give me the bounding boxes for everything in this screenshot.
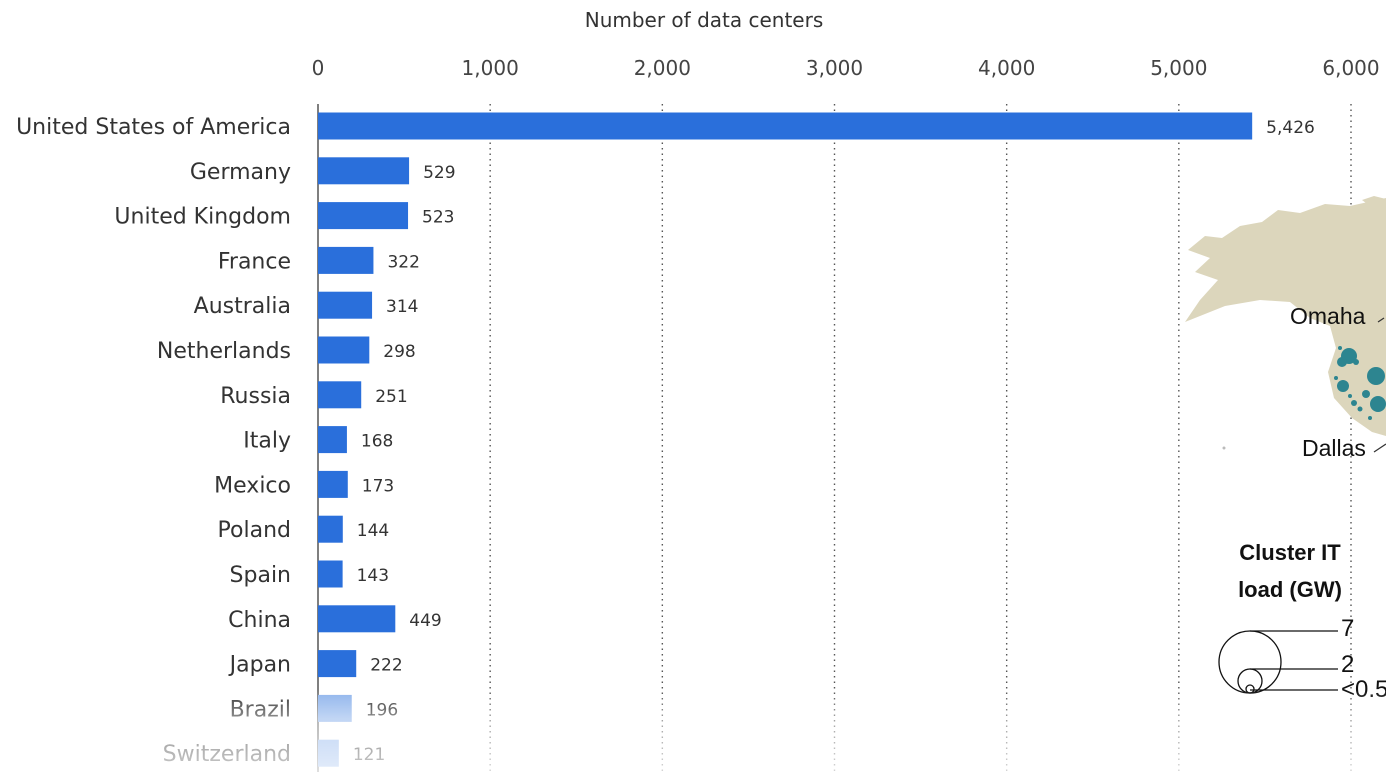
x-tick-label: 3,000 xyxy=(806,56,863,80)
value-label: 222 xyxy=(370,656,402,676)
data-center-cluster-dots xyxy=(1334,346,1386,420)
legend-title-line2: load (GW) xyxy=(1238,577,1342,602)
category-label: Japan xyxy=(228,653,291,678)
x-tick-label: 6,000 xyxy=(1322,56,1379,80)
value-label: 5,426 xyxy=(1266,118,1315,138)
value-label: 314 xyxy=(386,297,418,317)
x-tick-label: 5,000 xyxy=(1150,56,1207,80)
dallas-leader-line xyxy=(1373,443,1386,453)
category-label: Switzerland xyxy=(163,742,291,767)
cluster-dot xyxy=(1362,390,1370,398)
bar xyxy=(318,291,373,319)
bar xyxy=(318,694,352,722)
x-tick-label: 0 xyxy=(312,56,325,80)
category-label: United States of America xyxy=(16,115,291,140)
category-label: Russia xyxy=(220,384,291,409)
bar xyxy=(318,381,362,409)
category-label: Italy xyxy=(243,429,291,454)
cluster-dot xyxy=(1367,367,1385,385)
x-tick-label: 4,000 xyxy=(978,56,1035,80)
value-label: 449 xyxy=(409,611,441,631)
cluster-dot xyxy=(1337,380,1349,392)
bar xyxy=(318,515,343,543)
legend-value-7: 7 xyxy=(1341,615,1354,642)
x-axis-ticks: 0 1,000 2,000 3,000 4,000 5,000 6,000 xyxy=(312,56,1380,80)
cluster-dot xyxy=(1370,396,1386,412)
bars: United States of America 5,426 Germany 529 U… xyxy=(16,112,1315,767)
bar xyxy=(318,560,343,588)
bar xyxy=(318,202,409,230)
city-label-omaha: Omaha xyxy=(1290,303,1366,329)
x-tick-label: 2,000 xyxy=(634,56,691,80)
bar xyxy=(318,739,339,767)
map-island xyxy=(1362,196,1386,206)
x-axis-title: Number of data centers xyxy=(585,8,824,32)
map-inset: Omaha Dallas Cluster IT load (GW) 7 2 <0… xyxy=(1185,196,1386,703)
bar xyxy=(318,426,347,454)
category-label: Poland xyxy=(218,518,291,543)
value-label: 322 xyxy=(387,252,419,272)
category-label: Australia xyxy=(194,294,291,319)
value-label: 251 xyxy=(375,387,407,407)
category-label: China xyxy=(228,608,291,633)
x-tick-label: 1,000 xyxy=(462,56,519,80)
category-label: Netherlands xyxy=(157,339,291,364)
value-label: 298 xyxy=(383,342,415,362)
city-label-dallas: Dallas xyxy=(1302,435,1366,461)
legend-circle-small xyxy=(1245,684,1255,694)
omaha-leader-line xyxy=(1377,317,1385,323)
cluster-dot xyxy=(1337,357,1347,367)
value-label: 529 xyxy=(423,163,455,183)
category-label: United Kingdom xyxy=(114,205,291,230)
value-label: 143 xyxy=(357,566,389,586)
category-label: France xyxy=(218,249,291,274)
bar xyxy=(318,112,1253,140)
cluster-dot xyxy=(1351,400,1357,406)
gridlines xyxy=(489,104,1352,772)
category-label: Germany xyxy=(190,160,291,185)
value-label: 196 xyxy=(366,700,398,720)
bar xyxy=(318,470,348,498)
legend-value-2: 2 xyxy=(1341,651,1354,678)
legend-title-line1: Cluster IT xyxy=(1239,540,1341,565)
bar xyxy=(318,336,370,364)
map-island-dot xyxy=(1222,446,1226,450)
value-label: 523 xyxy=(422,208,454,228)
cluster-dot xyxy=(1353,359,1359,365)
category-label: Mexico xyxy=(214,473,291,498)
cluster-dot xyxy=(1357,406,1363,412)
value-label: 173 xyxy=(362,476,394,496)
value-label: 144 xyxy=(357,521,389,541)
cluster-dot xyxy=(1348,394,1352,398)
category-label: Brazil xyxy=(230,697,291,722)
category-label: Spain xyxy=(230,563,291,588)
cluster-dot xyxy=(1338,346,1342,350)
value-label: 168 xyxy=(361,432,393,452)
bar xyxy=(318,246,374,274)
cluster-dot xyxy=(1368,416,1372,420)
legend-circle-7 xyxy=(1218,630,1282,694)
legend-value-small: <0.5 xyxy=(1341,676,1386,703)
cluster-dot xyxy=(1334,376,1338,380)
value-label: 121 xyxy=(353,745,385,765)
bar xyxy=(318,157,410,185)
cluster-legend: Cluster IT load (GW) 7 2 <0.5 xyxy=(1218,540,1386,703)
bar xyxy=(318,650,357,678)
bar xyxy=(318,605,396,633)
